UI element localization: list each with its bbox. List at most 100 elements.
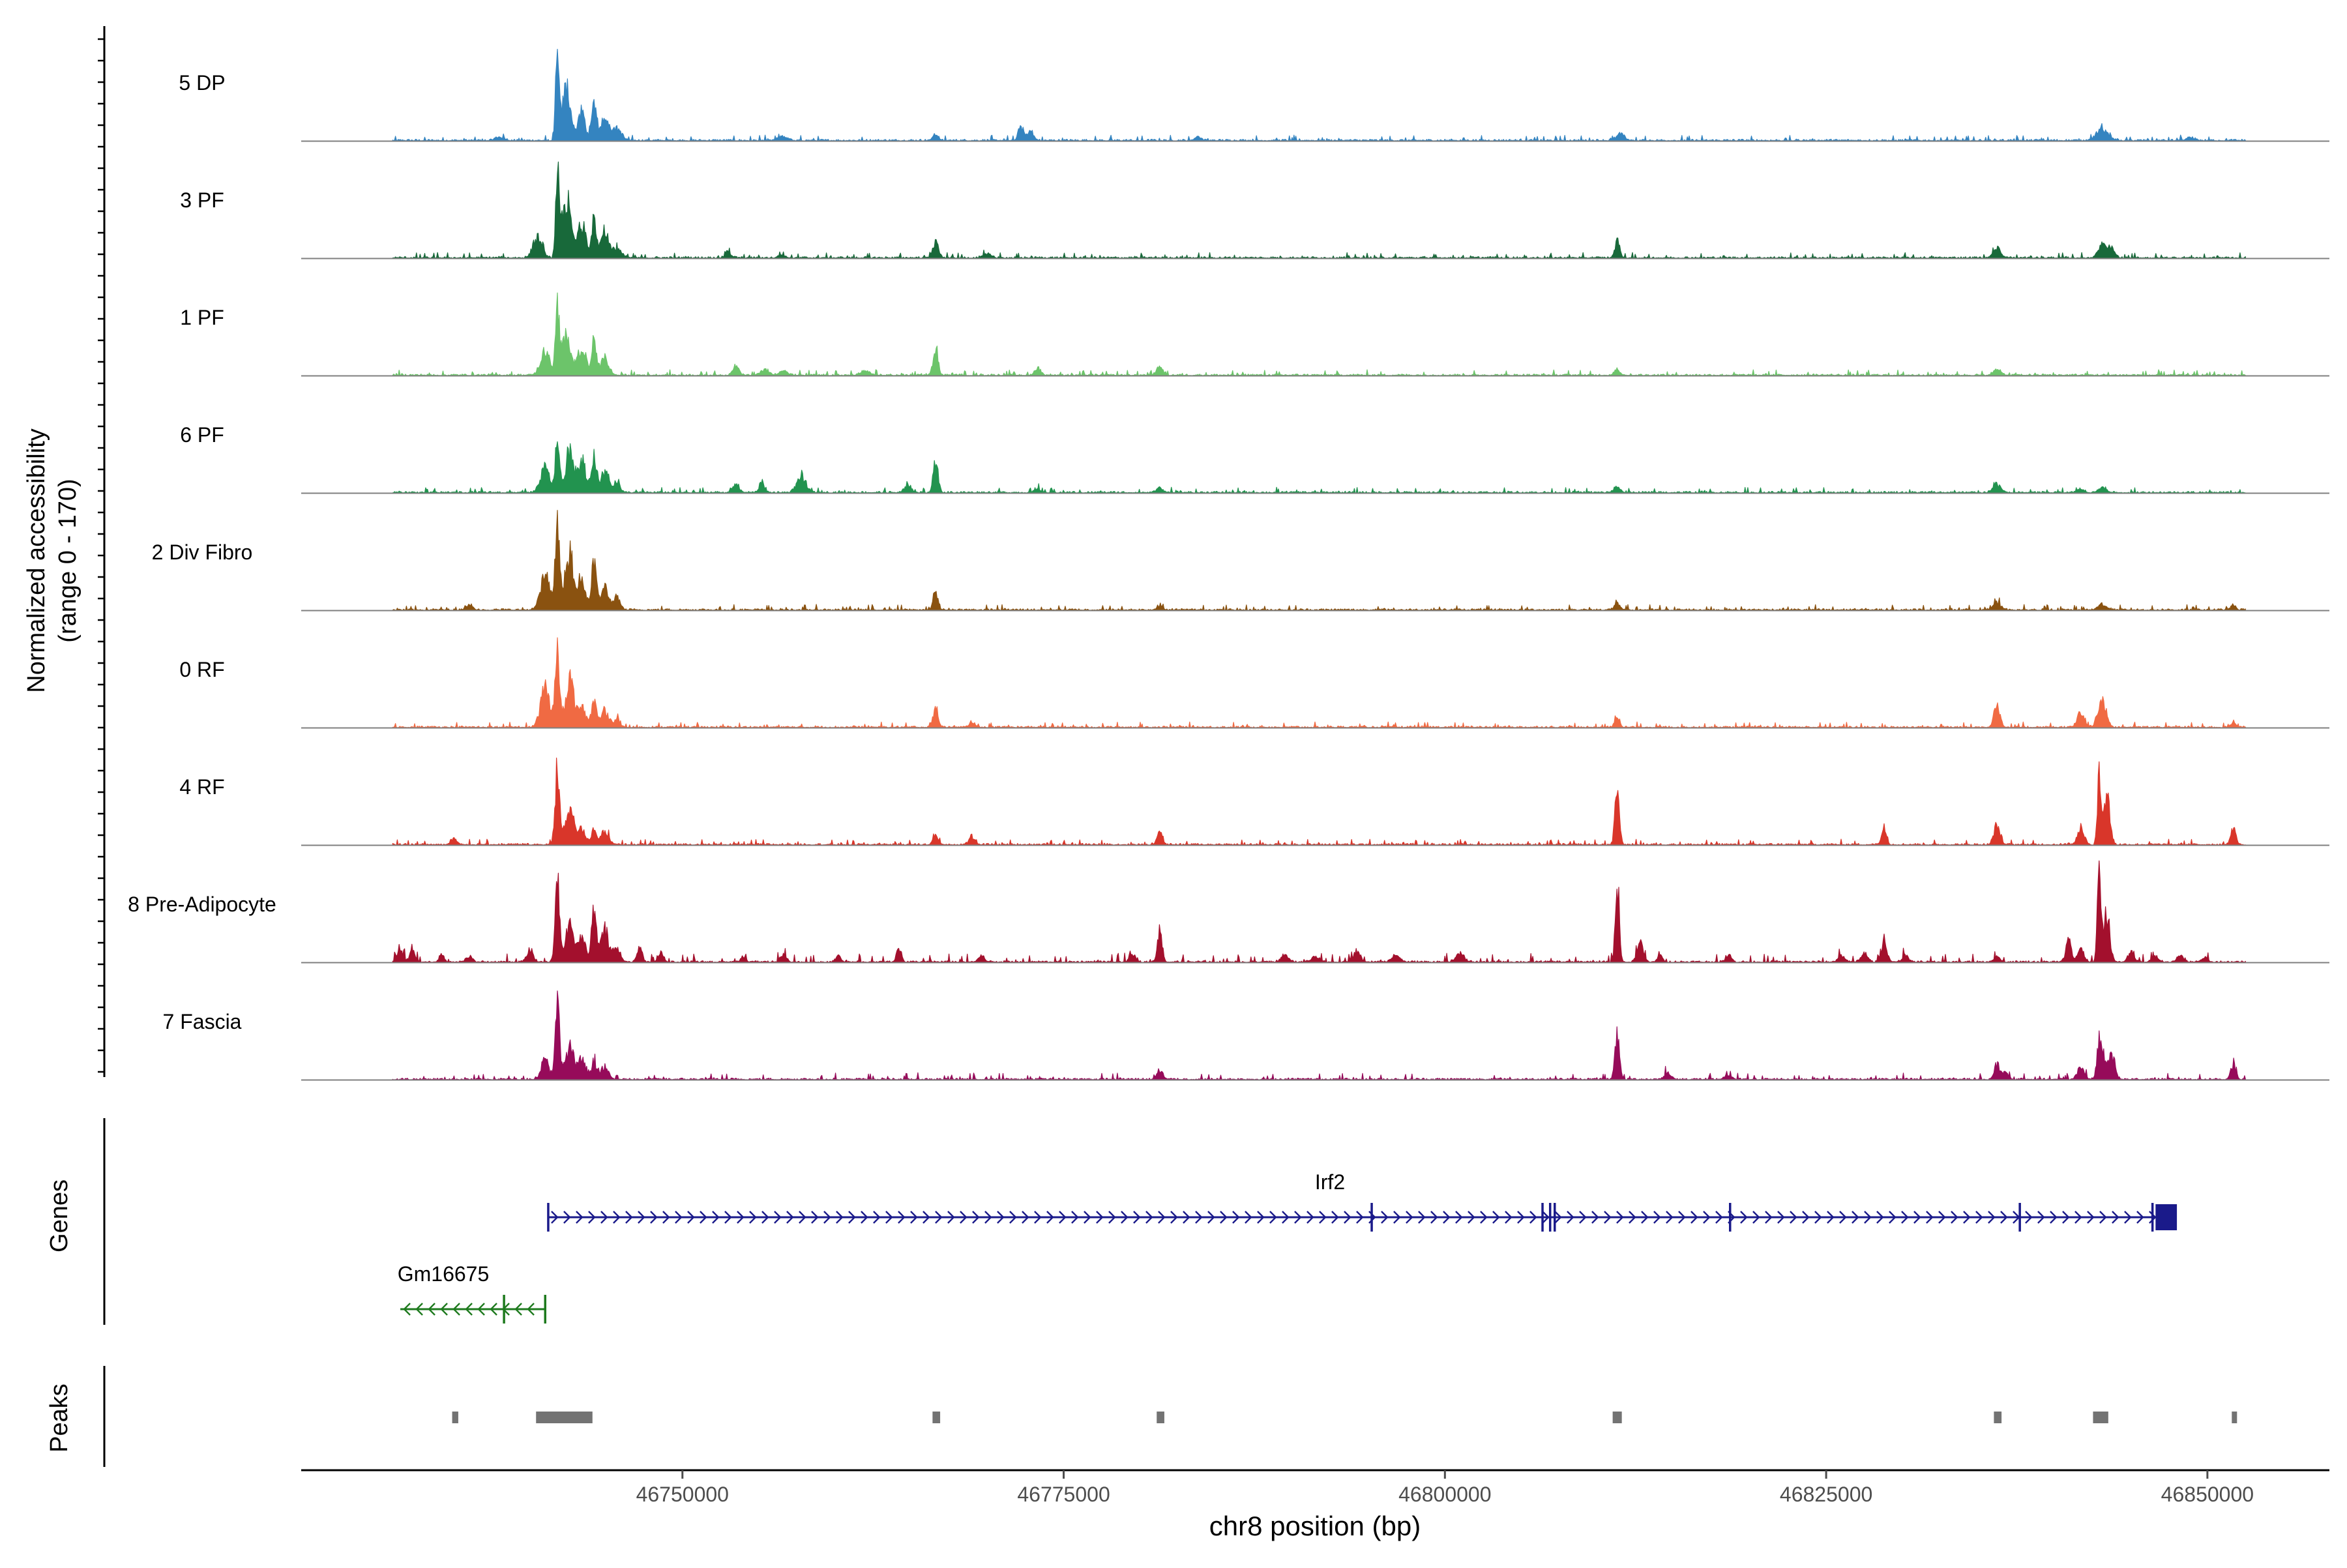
strand-chevron — [1492, 1211, 1500, 1224]
strand-chevron — [613, 1211, 621, 1224]
strand-chevron — [1852, 1211, 1859, 1224]
strand-chevron — [1145, 1211, 1153, 1224]
strand-chevron — [2062, 1211, 2070, 1224]
strand-chevron — [1975, 1211, 1983, 1224]
strand-chevron — [898, 1211, 906, 1224]
coverage-area — [392, 758, 2246, 846]
peak-region — [932, 1412, 941, 1423]
gene-label: Irf2 — [1315, 1170, 1345, 1194]
strand-chevron — [848, 1211, 856, 1224]
x-tick-label: 46750000 — [636, 1483, 729, 1506]
track-label: 1 PF — [180, 306, 224, 329]
coverage-track: 1 PF — [180, 292, 2329, 377]
genes-track-label: Genes — [46, 1179, 73, 1252]
strand-chevron — [1616, 1211, 1624, 1224]
gene-gm16675: Gm16675 — [398, 1262, 547, 1324]
strand-chevron — [2037, 1211, 2045, 1224]
strand-chevron — [1269, 1211, 1277, 1224]
gene-label: Gm16675 — [398, 1262, 490, 1286]
peak-region — [536, 1412, 593, 1423]
peak-region — [1612, 1412, 1622, 1423]
strand-chevron — [1653, 1211, 1661, 1224]
strand-chevron — [477, 1303, 485, 1316]
strand-chevron — [1245, 1211, 1252, 1224]
strand-chevron — [1220, 1211, 1228, 1224]
track-label: 4 RF — [179, 775, 224, 799]
strand-chevron — [1913, 1211, 1921, 1224]
strand-chevron — [625, 1211, 633, 1224]
peak-region — [1994, 1412, 2002, 1423]
track-label: 2 Div Fibro — [152, 540, 253, 564]
strand-chevron — [712, 1211, 720, 1224]
strand-chevron — [2087, 1211, 2095, 1224]
strand-chevron — [1121, 1211, 1129, 1224]
strand-chevron — [1294, 1211, 1302, 1224]
strand-chevron — [1864, 1211, 1872, 1224]
coverage-track: 0 RF — [179, 637, 2329, 729]
coverage-track: 3 PF — [180, 161, 2329, 259]
strand-chevron — [2000, 1211, 2008, 1224]
strand-chevron — [1232, 1211, 1240, 1224]
strand-chevron — [1641, 1211, 1649, 1224]
strand-chevron — [638, 1211, 645, 1224]
coverage-area — [392, 441, 2246, 494]
x-tick-label: 46800000 — [1398, 1483, 1491, 1506]
y-axis-title-line1: Normalized accessibility — [23, 428, 50, 692]
strand-chevron — [737, 1211, 745, 1224]
coverage-track: 5 DP — [179, 48, 2329, 142]
track-label: 8 Pre-Adipocyte — [128, 893, 276, 916]
strand-chevron — [2112, 1211, 2119, 1224]
peak-region — [452, 1412, 458, 1423]
strand-chevron — [2025, 1211, 2033, 1224]
strand-chevron — [415, 1303, 423, 1316]
strand-chevron — [1629, 1211, 1636, 1224]
strand-chevron — [1790, 1211, 1797, 1224]
strand-chevron — [1876, 1211, 1884, 1224]
strand-chevron — [1306, 1211, 1314, 1224]
strand-chevron — [1034, 1211, 1042, 1224]
strand-chevron — [1604, 1211, 1612, 1224]
peaks-track-title: Peaks — [46, 1383, 73, 1453]
peak-region — [1157, 1412, 1164, 1423]
strand-chevron — [724, 1211, 732, 1224]
strand-chevron — [1009, 1211, 1017, 1224]
track-label: 7 Fascia — [163, 1010, 242, 1033]
strand-chevron — [1393, 1211, 1401, 1224]
strand-chevron — [1579, 1211, 1587, 1224]
strand-chevron — [1133, 1211, 1141, 1224]
strand-chevron — [1108, 1211, 1116, 1224]
strand-chevron — [1963, 1211, 1971, 1224]
y-axis-title: Normalized accessibility (range 0 - 170) — [23, 428, 81, 692]
track-label: 5 DP — [179, 71, 225, 95]
strand-chevron — [2099, 1211, 2107, 1224]
strand-chevron — [984, 1211, 992, 1224]
strand-chevron — [823, 1211, 831, 1224]
strand-chevron — [749, 1211, 757, 1224]
coverage-track: 7 Fascia — [163, 990, 2329, 1081]
strand-chevron — [1207, 1211, 1215, 1224]
coverage-area — [392, 510, 2246, 611]
strand-chevron — [1591, 1211, 1599, 1224]
coverage-y-axis-ticks — [98, 38, 104, 1073]
strand-chevron — [1988, 1211, 1996, 1224]
strand-chevron — [1567, 1211, 1574, 1224]
x-tick-label: 46825000 — [1780, 1483, 1872, 1506]
strand-chevron — [700, 1211, 707, 1224]
strand-chevron — [1765, 1211, 1773, 1224]
strand-chevron — [1344, 1211, 1351, 1224]
strand-chevron — [551, 1211, 559, 1224]
strand-chevron — [1170, 1211, 1178, 1224]
track-label: 0 RF — [179, 658, 224, 681]
strand-chevron — [811, 1211, 819, 1224]
strand-chevron — [1542, 1211, 1550, 1224]
strand-chevron — [662, 1211, 670, 1224]
strand-chevron — [1814, 1211, 1822, 1224]
strand-chevron — [1430, 1211, 1438, 1224]
strand-chevron — [1158, 1211, 1166, 1224]
strand-chevron — [1319, 1211, 1327, 1224]
strand-chevron — [997, 1211, 1005, 1224]
strand-chevron — [935, 1211, 943, 1224]
strand-chevron — [514, 1303, 522, 1316]
coverage-track: 4 RF — [179, 758, 2329, 846]
